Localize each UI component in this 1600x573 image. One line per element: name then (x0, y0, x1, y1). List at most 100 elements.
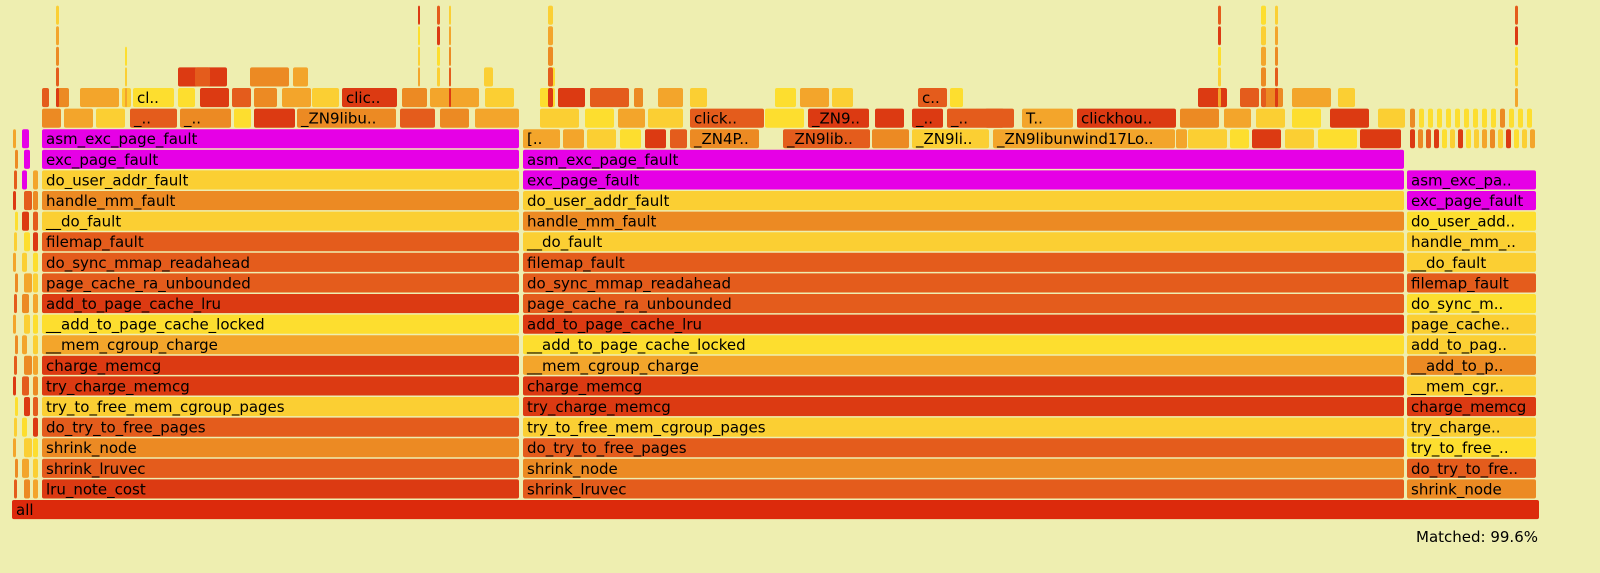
filler-frame[interactable] (1198, 88, 1227, 108)
sliver-frame[interactable] (14, 479, 17, 499)
frame-small[interactable]: T.. (1022, 108, 1073, 128)
frame-right-11[interactable]: filemap_fault (1407, 273, 1536, 293)
frame-left-1[interactable]: lru_note_cost (42, 479, 519, 499)
frame-middle-8[interactable]: __add_to_page_cache_locked (523, 335, 1404, 355)
filler-frame[interactable] (1442, 129, 1447, 149)
filler-frame[interactable] (1240, 88, 1259, 108)
sliver-frame[interactable] (33, 170, 38, 190)
frame-small[interactable]: click.. (690, 108, 764, 128)
spike-frame[interactable] (1218, 26, 1221, 46)
spike-frame[interactable] (548, 67, 553, 87)
spike-frame[interactable] (1515, 26, 1518, 46)
filler-frame[interactable] (1464, 108, 1469, 128)
filler-frame[interactable] (254, 88, 277, 108)
spike-frame[interactable] (449, 5, 451, 25)
spike-frame[interactable] (56, 88, 59, 108)
sliver-frame[interactable] (24, 397, 30, 417)
frame-middle-3[interactable]: do_try_to_free_pages (523, 438, 1404, 458)
spike-frame[interactable] (437, 5, 440, 25)
filler-frame[interactable] (1522, 129, 1527, 149)
spike-frame[interactable] (418, 67, 420, 87)
spike-frame[interactable] (418, 46, 420, 66)
frame-left-8[interactable]: __mem_cgroup_charge (42, 335, 519, 355)
frame-left-9[interactable]: __add_to_page_cache_locked (42, 314, 519, 335)
frame-small[interactable]: _ZN9li.. (912, 129, 989, 149)
sliver-frame[interactable] (14, 355, 17, 375)
frame-all[interactable]: all (12, 500, 1539, 520)
sliver-frame[interactable] (22, 170, 27, 190)
filler-frame[interactable] (178, 88, 195, 108)
frame-right-1[interactable]: shrink_node (1407, 479, 1536, 499)
sliver-frame[interactable] (22, 211, 29, 231)
filler-frame[interactable] (1330, 108, 1369, 128)
filler-frame[interactable] (232, 88, 251, 108)
frame-small[interactable]: _.. (912, 108, 943, 129)
filler-frame[interactable] (1230, 129, 1249, 149)
spike-frame[interactable] (1275, 5, 1278, 25)
frame-middle-10[interactable]: page_cache_ra_unbounded (523, 294, 1404, 314)
frame-right-14[interactable]: do_user_add.. (1407, 211, 1536, 232)
spike-frame[interactable] (449, 26, 451, 46)
frame-middle-12[interactable]: filemap_fault (523, 252, 1404, 273)
filler-frame[interactable] (1482, 108, 1487, 128)
filler-frame[interactable] (64, 108, 93, 128)
filler-frame[interactable] (1318, 129, 1357, 149)
frame-middle-2[interactable]: shrink_node (523, 458, 1404, 479)
spike-frame[interactable] (548, 5, 553, 25)
spike-frame[interactable] (1515, 5, 1518, 25)
filler-frame[interactable] (475, 108, 519, 128)
sliver-frame[interactable] (33, 314, 38, 334)
frame-right-6[interactable]: __mem_cgr.. (1407, 376, 1536, 396)
filler-frame[interactable] (1458, 129, 1463, 149)
sliver-frame[interactable] (24, 355, 32, 375)
sliver-frame[interactable] (14, 294, 17, 314)
spike-frame[interactable] (56, 46, 59, 66)
frame-small[interactable]: c.. (918, 88, 947, 108)
filler-frame[interactable] (1498, 129, 1503, 149)
spike-frame[interactable] (125, 88, 127, 108)
filler-frame[interactable] (1482, 129, 1487, 149)
filler-frame[interactable] (1500, 108, 1505, 128)
sliver-frame[interactable] (33, 294, 38, 314)
frame-middle-9[interactable]: add_to_page_cache_lru (523, 314, 1404, 335)
spike-frame[interactable] (548, 88, 553, 108)
filler-frame[interactable] (440, 108, 469, 128)
frame-left-12[interactable]: do_sync_mmap_readahead (42, 252, 519, 273)
filler-frame[interactable] (1180, 108, 1219, 128)
filler-frame[interactable] (234, 108, 251, 128)
frame-small[interactable]: _ZN4P.. (690, 129, 759, 149)
spike-frame[interactable] (1218, 67, 1221, 87)
sliver-frame[interactable] (33, 273, 38, 293)
filler-frame[interactable] (618, 108, 645, 128)
filler-frame[interactable] (832, 88, 853, 108)
frame-left-13[interactable]: filemap_fault (42, 232, 519, 252)
frame-small[interactable]: [.. (523, 129, 560, 149)
spike-frame[interactable] (125, 67, 127, 87)
sliver-frame[interactable] (15, 397, 18, 417)
frame-right-15[interactable]: exc_page_fault (1407, 191, 1536, 211)
filler-frame[interactable] (587, 129, 616, 149)
spike-frame[interactable] (418, 26, 420, 46)
filler-frame[interactable] (1252, 129, 1281, 149)
frame-small[interactable]: _ZN9libunwind17Lo.. (993, 129, 1175, 149)
spike-frame[interactable] (56, 67, 59, 87)
sliver-frame[interactable] (14, 417, 17, 437)
filler-frame[interactable] (1491, 108, 1496, 128)
spike-frame[interactable] (56, 26, 59, 46)
sliver-frame[interactable] (33, 335, 38, 355)
sliver-frame[interactable] (13, 129, 16, 149)
sliver-frame[interactable] (13, 191, 16, 211)
filler-frame[interactable] (80, 88, 119, 108)
frame-left-10[interactable]: add_to_page_cache_lru (42, 294, 519, 314)
sliver-frame[interactable] (33, 191, 38, 211)
frame-right-7[interactable]: __add_to_p.. (1407, 355, 1536, 376)
filler-frame[interactable] (645, 129, 666, 149)
filler-frame[interactable] (1410, 129, 1415, 149)
filler-frame[interactable] (1490, 129, 1495, 149)
filler-frame[interactable] (1527, 108, 1532, 128)
filler-frame[interactable] (1466, 129, 1471, 149)
filler-frame[interactable] (1506, 129, 1511, 149)
filler-frame[interactable] (400, 108, 435, 128)
sliver-frame[interactable] (15, 273, 18, 293)
frame-right-4[interactable]: try_charge.. (1407, 417, 1536, 438)
